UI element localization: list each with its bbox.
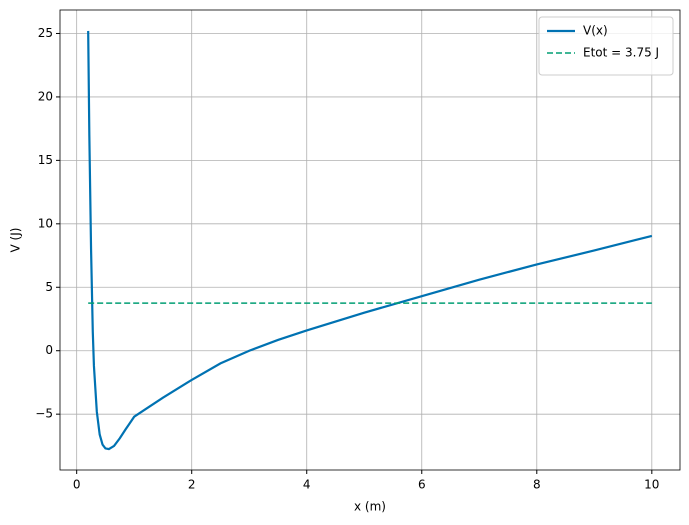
x-tick-label: 2 [188, 478, 196, 492]
y-tick-label: −5 [35, 407, 53, 421]
x-tick-label: 4 [303, 478, 311, 492]
x-tick-label: 10 [644, 478, 659, 492]
y-axis-label: V (J) [9, 228, 23, 253]
x-axis-label: x (m) [354, 500, 386, 514]
y-tick-label: 25 [38, 26, 53, 40]
legend-label: V(x) [583, 24, 608, 38]
x-tick-label: 0 [73, 478, 81, 492]
y-tick-label: 0 [45, 343, 53, 357]
y-tick-label: 15 [38, 153, 53, 167]
x-tick-label: 8 [533, 478, 541, 492]
x-tick-label: 6 [418, 478, 426, 492]
series-line [87, 30, 653, 451]
axes-frame [59, 9, 681, 471]
y-tick-label: 20 [38, 89, 53, 103]
y-tick-label: 10 [38, 216, 53, 230]
legend-label: Etot = 3.75 J [583, 46, 659, 60]
y-tick-label: 5 [45, 280, 53, 294]
